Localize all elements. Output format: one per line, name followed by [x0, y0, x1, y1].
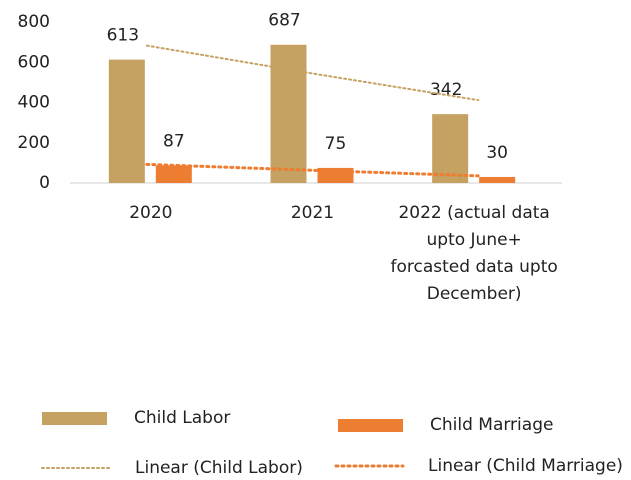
- x-tick-label: 2021: [290, 203, 335, 223]
- bar: [479, 176, 516, 183]
- legend-swatch: [338, 419, 403, 432]
- data-label: 30: [486, 143, 508, 163]
- data-label: 613: [107, 26, 139, 46]
- data-label: 687: [268, 11, 300, 31]
- legend-label: Linear (Child Labor): [135, 458, 303, 478]
- y-tick-label: 800: [18, 12, 50, 32]
- y-tick-label: 400: [18, 93, 50, 113]
- legend-label: Child Labor: [134, 408, 230, 428]
- x-tick-label: 2020: [129, 203, 173, 223]
- trend-line: [145, 162, 480, 178]
- legend-swatch: [42, 412, 107, 425]
- trend-line: [145, 44, 480, 102]
- legend-label: Linear (Child Marriage): [428, 456, 623, 476]
- bar: [155, 165, 192, 183]
- y-tick-label: 200: [18, 133, 50, 153]
- bar: [108, 59, 145, 183]
- bar: [432, 114, 469, 183]
- x-tick-label: 2022 (actual data upto June+ forcasted d…: [390, 203, 558, 304]
- data-label: 342: [430, 80, 462, 100]
- data-label: 87: [163, 131, 185, 151]
- legend-label: Child Marriage: [430, 415, 553, 435]
- data-label: 75: [325, 134, 347, 154]
- y-tick-label: 600: [18, 52, 50, 72]
- bar: [270, 44, 307, 184]
- y-tick-label: 0: [39, 173, 50, 193]
